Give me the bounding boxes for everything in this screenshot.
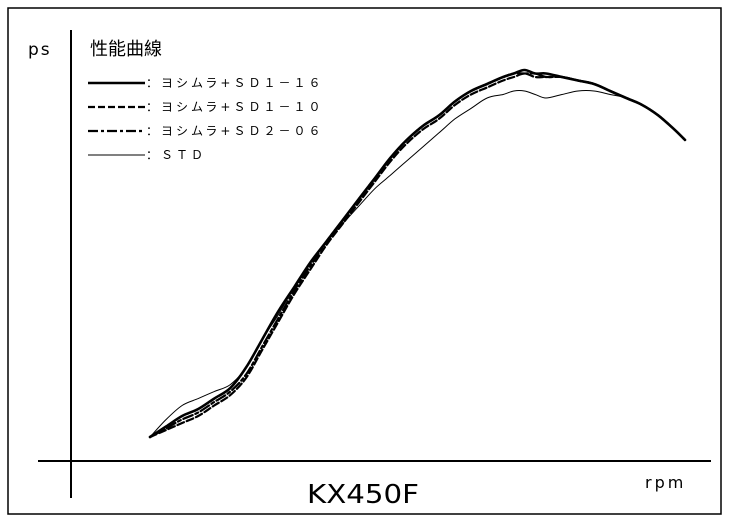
series-line-4 <box>149 90 686 438</box>
x-axis-label: rpm <box>645 473 686 492</box>
chart-border <box>7 7 722 515</box>
series-line-3 <box>148 72 687 439</box>
y-axis-label: ps <box>28 40 52 60</box>
plot-area <box>148 68 687 439</box>
legend-label-1: ：ヨシムラ+ＳＤ１－１６ <box>146 76 323 90</box>
legend-label-4: ：ＳＴＤ <box>146 148 206 162</box>
legend-label-3: ：ヨシムラ+ＳＤ２－０６ <box>146 124 323 138</box>
legend: ：ヨシムラ+ＳＤ１－１６ ：ヨシムラ+ＳＤ１－１０ ：ヨシムラ+ＳＤ２－０６ ：ＳＴＤ <box>88 76 323 162</box>
legend-label-2: ：ヨシムラ+ＳＤ１－１０ <box>146 100 323 114</box>
chart-subtitle: KX450F <box>307 480 419 510</box>
chart-title: 性能曲線 <box>90 39 162 60</box>
